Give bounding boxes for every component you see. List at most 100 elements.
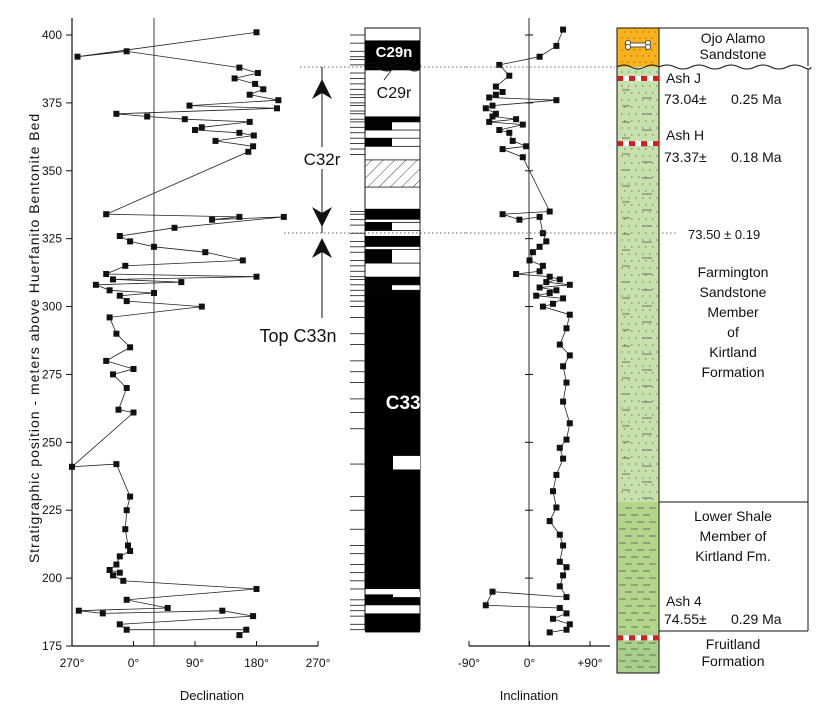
sand-dot <box>638 428 640 430</box>
sand-dot <box>631 344 633 346</box>
sand-dot <box>631 288 633 290</box>
sand-dot <box>638 190 640 192</box>
sand-dot <box>635 491 637 493</box>
declination-point <box>103 211 110 218</box>
sand-dot <box>642 99 644 101</box>
declination-point <box>106 314 113 321</box>
sand-dot <box>631 386 633 388</box>
up-arrow-icon <box>312 238 332 258</box>
declination-point <box>110 371 116 378</box>
sand-dot <box>628 365 630 367</box>
declination-point <box>123 298 130 305</box>
declination-point <box>236 129 243 136</box>
fruitland-label: Fruitland Formation <box>701 636 764 669</box>
y-tick-label: 300 <box>42 300 62 314</box>
sand-dot <box>624 176 626 178</box>
sand-dot <box>621 99 623 101</box>
sand-dot <box>652 498 654 500</box>
partial-polarity-fill <box>365 222 392 231</box>
y-axis-label: Stratigraphic position - meters above Hu… <box>26 113 42 563</box>
sand-dot <box>635 113 637 115</box>
normal-polarity-interval <box>365 116 420 122</box>
declination-point <box>127 548 134 554</box>
inclination-point <box>563 594 570 601</box>
sand-dot <box>621 351 623 353</box>
sand-dot <box>649 295 651 297</box>
x-tick-label: 270° <box>60 656 85 670</box>
inclination-point <box>492 91 499 98</box>
sand-dot <box>652 372 654 374</box>
declination-point <box>236 632 243 639</box>
sand-dot <box>642 351 644 353</box>
sand-dot <box>652 470 654 472</box>
inclination-point <box>560 455 567 462</box>
declination-point <box>198 124 205 131</box>
declination-point <box>122 262 129 269</box>
sand-dot <box>642 281 644 283</box>
farmington-line5: Kirtland <box>709 344 756 360</box>
sand-dot <box>656 127 658 129</box>
declination-point <box>144 113 151 120</box>
sand-dot <box>645 190 647 192</box>
ash-bed-marker <box>647 75 653 81</box>
inclination-point <box>556 558 563 565</box>
declination-point <box>116 621 123 628</box>
up-arrow-icon <box>312 79 332 99</box>
sand-dot <box>628 211 630 213</box>
sand-dot <box>628 85 630 87</box>
sand-dot <box>628 253 630 255</box>
ash-bed-marker <box>623 635 629 641</box>
declination-point <box>254 70 261 76</box>
sand-dot <box>638 260 640 262</box>
sand-dot <box>652 484 654 486</box>
normal-polarity-interval <box>365 290 420 589</box>
sand-dot <box>624 120 626 122</box>
declination-point <box>151 290 157 296</box>
sand-dot <box>645 120 647 122</box>
declination-point <box>245 148 252 155</box>
ash-h-sign: ± <box>699 149 707 165</box>
ash-j-sign: ± <box>699 91 707 107</box>
sand-dot <box>631 302 633 304</box>
sand-dot <box>638 470 640 472</box>
sand-dot <box>635 463 637 465</box>
sand-dot <box>656 309 658 311</box>
inclination-point <box>536 243 543 250</box>
sand-dot <box>652 442 654 444</box>
partial-polarity-fill <box>365 121 392 131</box>
inclination-point <box>563 610 570 617</box>
sand-dot <box>645 260 647 262</box>
inclination-point <box>563 325 570 332</box>
sand-dot <box>621 37 623 39</box>
sand-dot <box>656 85 658 87</box>
sand-dot <box>645 316 647 318</box>
ash-4-error: 0.29 Ma <box>731 611 782 627</box>
normal-polarity-interval <box>365 613 420 633</box>
sand-dot <box>621 449 623 451</box>
ash-bed-marker <box>629 141 635 147</box>
sand-dot <box>621 85 623 87</box>
sand-dot <box>649 267 651 269</box>
lower-shale-label: Lower Shale Member of Kirtland Fm. <box>694 508 772 564</box>
ash-bed-marker <box>617 141 623 147</box>
sand-dot <box>652 176 654 178</box>
date-label-bg <box>681 224 791 244</box>
sand-dot <box>645 330 647 332</box>
declination-point <box>250 613 257 620</box>
sand-dot <box>628 183 630 185</box>
sand-dot <box>631 428 633 430</box>
inclination-point <box>492 83 499 90</box>
inclination-point <box>550 488 556 495</box>
sand-dot <box>630 55 632 57</box>
farmington-unit <box>617 67 659 502</box>
sand-dot <box>628 351 630 353</box>
sand-dot <box>649 253 651 255</box>
fruitland-line2: Formation <box>701 653 764 669</box>
sand-dot <box>628 323 630 325</box>
lower-shale-line2: Member of <box>700 528 767 544</box>
sand-dot <box>624 204 626 206</box>
sand-dot <box>648 31 650 33</box>
sand-dot <box>631 358 633 360</box>
sand-dot <box>635 365 637 367</box>
inclination-point <box>546 290 553 296</box>
